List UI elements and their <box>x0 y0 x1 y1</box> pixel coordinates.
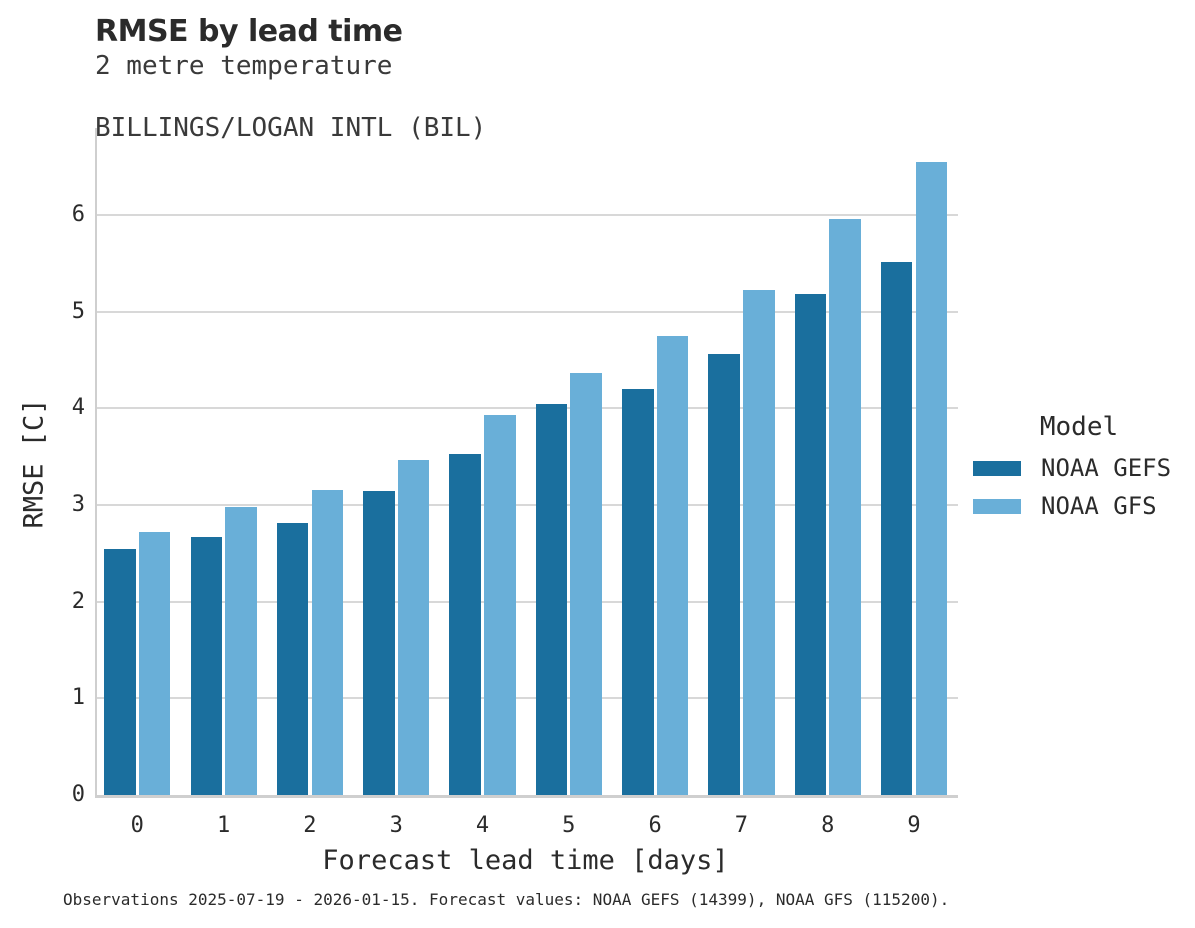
bar-gefs-8 <box>794 294 827 795</box>
gridline-y1 <box>97 697 958 700</box>
gridline-y2 <box>97 600 958 603</box>
figure-caption: Observations 2025-07-19 - 2026-01-15. Fo… <box>63 890 950 909</box>
gridline-y5 <box>97 310 958 313</box>
y-tick-label-5: 5 <box>71 298 85 324</box>
x-tick-label-4: 4 <box>475 813 490 838</box>
bar-gfs-3 <box>397 459 430 795</box>
bar-gefs-9 <box>880 262 913 795</box>
bar-gfs-9 <box>915 161 948 795</box>
y-tick-label-3: 3 <box>71 492 85 517</box>
x-tick-label-7: 7 <box>734 813 749 838</box>
gridline-y6 <box>97 214 958 216</box>
x-tick-label-1: 1 <box>216 813 231 838</box>
bar-gefs-1 <box>190 536 222 795</box>
y-tick-label-4: 4 <box>71 395 85 421</box>
x-axis-label: Forecast lead time [days] <box>322 845 729 876</box>
bar-gefs-7 <box>708 354 740 795</box>
legend-label-gefs: NOAA GEFS <box>1041 454 1172 482</box>
subtitle-variable: 2 metre temperature <box>95 51 393 81</box>
y-tick-label-2: 2 <box>71 588 85 614</box>
x-tick-label-2: 2 <box>303 813 317 838</box>
y-tick-label-1: 1 <box>71 685 85 711</box>
y-tick-label-0: 0 <box>71 782 85 807</box>
y-tick-label-6: 6 <box>71 202 85 227</box>
chart-subtitle: 2 metre temperature BILLINGS/LOGAN INTL … <box>95 51 486 144</box>
legend-label-gfs: NOAA GFS <box>1041 492 1157 520</box>
gridline-y3 <box>97 504 958 506</box>
x-tick-label-0: 0 <box>130 813 144 838</box>
bar-gfs-7 <box>743 290 775 795</box>
bar-gfs-5 <box>570 372 602 795</box>
bar-gefs-5 <box>535 403 568 795</box>
bar-gfs-8 <box>829 218 861 795</box>
bar-gefs-4 <box>449 453 481 795</box>
x-tick-label-9: 9 <box>907 813 921 838</box>
chart-title: RMSE by lead time <box>95 14 403 49</box>
bar-gefs-0 <box>104 548 136 795</box>
bar-gfs-0 <box>138 532 171 795</box>
x-tick-label-8: 8 <box>821 813 835 838</box>
x-tick-label-5: 5 <box>562 813 576 838</box>
gridline-y4 <box>97 407 958 410</box>
bar-gfs-6 <box>656 335 689 795</box>
y-axis-label: RMSE [C] <box>18 398 50 529</box>
bar-gefs-2 <box>276 523 309 795</box>
x-tick-label-6: 6 <box>648 813 662 838</box>
bar-gfs-1 <box>225 506 257 795</box>
x-tick-label-3: 3 <box>389 813 403 838</box>
plot-area: 0 1 2 3 4 5 6 0 1 2 3 4 5 6 7 8 9 <box>72 128 958 838</box>
legend-entry-gfs: NOAA GFS <box>973 492 1185 520</box>
gefs-color-swatch <box>973 460 1021 476</box>
bar-gfs-2 <box>311 489 343 795</box>
legend-entry-gefs: NOAA GEFS <box>973 454 1185 482</box>
subtitle-station: BILLINGS/LOGAN INTL (BIL) <box>95 113 487 143</box>
gfs-color-swatch <box>973 498 1021 514</box>
bar-gefs-6 <box>622 389 654 795</box>
legend: Model NOAA GEFS NOAA GFS <box>973 412 1185 530</box>
legend-title: Model <box>1039 412 1119 442</box>
bar-gfs-4 <box>484 415 516 795</box>
bar-gefs-3 <box>363 491 395 795</box>
